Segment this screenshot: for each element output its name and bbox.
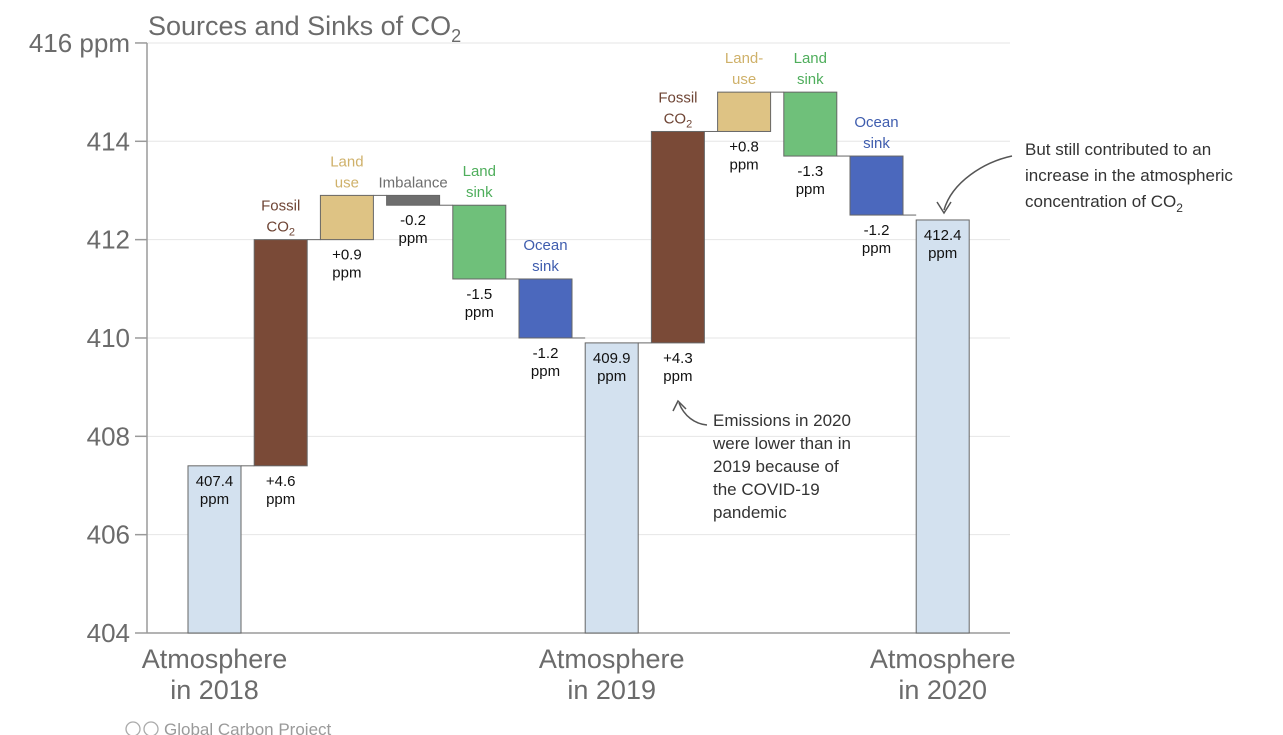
annotation-increase-text: But still contributed to an increase in t… — [1025, 140, 1233, 215]
annotation-covid-arrowhead — [672, 399, 687, 412]
x-category-label: Atmosphere in 2020 — [870, 644, 1016, 705]
delta-name-label: Land-use — [725, 50, 763, 88]
delta-value-label: +4.6 ppm — [266, 473, 296, 508]
x-category-label: Atmosphere in 2018 — [142, 644, 288, 705]
delta-bar — [717, 91, 772, 132]
x-category-label: Atmosphere in 2019 — [539, 644, 685, 705]
delta-bar — [783, 91, 838, 157]
delta-bar — [452, 204, 507, 280]
delta-name-label: Land use — [330, 153, 363, 191]
delta-value-label: -1.2 ppm — [531, 345, 560, 380]
y-tick-label: 406 — [87, 520, 130, 550]
creative-commons-icon — [125, 721, 141, 735]
total-value-label: 407.4 ppm — [196, 473, 234, 508]
chart-title: Sources and Sinks of CO2 — [148, 11, 461, 46]
delta-value-label: -1.3 ppm — [796, 163, 825, 198]
total-bar — [584, 342, 639, 634]
delta-name-label: Land sink — [794, 50, 827, 88]
delta-name-label: Fossil CO2 — [261, 198, 300, 239]
attribution-icon — [143, 721, 159, 735]
delta-value-label: +0.9 ppm — [332, 247, 362, 282]
delta-value-label: +4.3 ppm — [663, 350, 693, 385]
delta-name-label: Imbalance — [378, 174, 447, 191]
delta-bar — [849, 155, 904, 216]
annotation-covid-arrow — [678, 402, 708, 426]
delta-value-label: -0.2 ppm — [399, 212, 428, 247]
y-tick-label: 414 — [87, 126, 130, 156]
y-tick-label: 410 — [87, 323, 130, 353]
delta-value-label: -1.2 ppm — [862, 222, 891, 257]
annotation-increase-arrowhead — [936, 201, 952, 215]
delta-name-label: Land sink — [463, 163, 496, 201]
delta-bar — [386, 194, 441, 206]
delta-name-label: Ocean sink — [854, 114, 898, 152]
delta-bar — [319, 194, 374, 241]
annotation-covid: Emissions in 2020 were lower than in 2019 … — [672, 399, 851, 522]
credit-text: Global Carbon Project — [164, 720, 332, 735]
delta-name-label: Fossil CO2 — [658, 89, 697, 130]
total-bar — [915, 219, 970, 634]
annotation-covid-text: Emissions in 2020 were lower than in 2019 … — [712, 411, 851, 522]
annotation-increase-arrow — [943, 155, 1013, 211]
y-tick-label: 416 ppm — [29, 28, 130, 58]
total-value-label: 409.9 ppm — [593, 350, 631, 385]
bars — [187, 91, 970, 634]
y-tick-label: 412 — [87, 225, 130, 255]
bar-labels: 407.4 ppm Atmosphere in 2018 +4.6 ppm Fossil CO… — [142, 50, 1016, 705]
y-axis: 404 406 408 410 412 414 416 ppm — [29, 28, 148, 648]
delta-value-label: -1.5 ppm — [465, 286, 494, 321]
y-tick-label: 404 — [87, 618, 130, 648]
total-value-label: 412.4 ppm — [924, 227, 962, 262]
annotation-increase: But still contributed to an increase in t… — [936, 140, 1233, 215]
total-bar — [187, 465, 242, 634]
delta-bar — [650, 130, 705, 344]
delta-name-label: Ocean sink — [523, 237, 567, 275]
delta-value-label: +0.8 ppm — [729, 138, 759, 173]
delta-bar — [253, 239, 308, 467]
footer-credit: Global Carbon Project — [125, 720, 332, 735]
delta-bar — [518, 278, 573, 339]
y-tick-label: 408 — [87, 421, 130, 451]
connector-lines — [241, 91, 917, 467]
